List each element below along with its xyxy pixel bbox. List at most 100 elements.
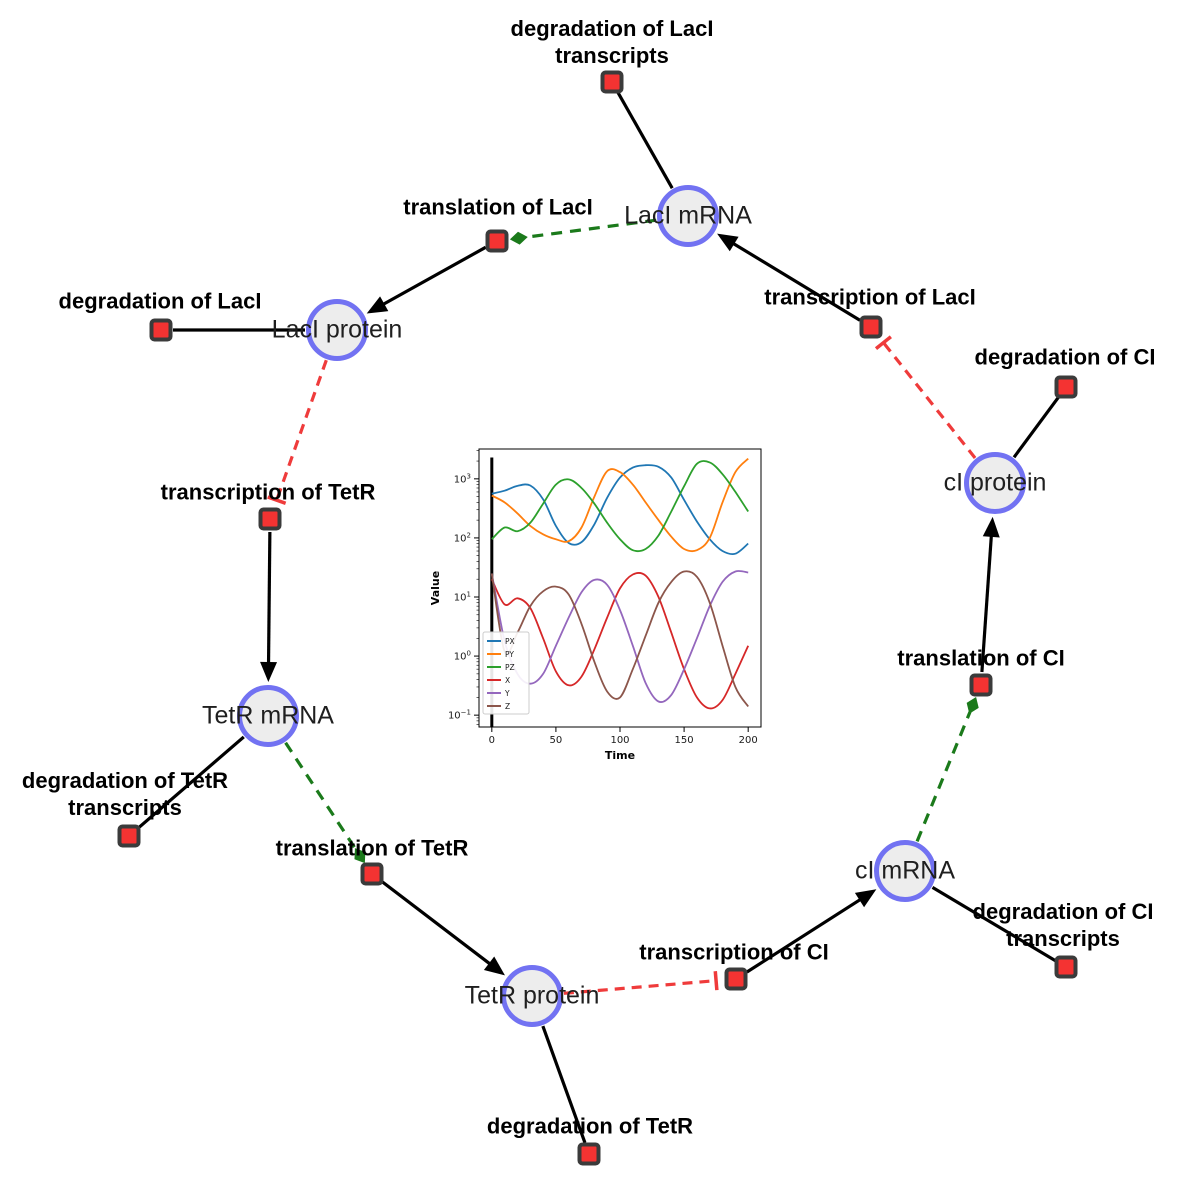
y-axis-tick-label: 10−1 xyxy=(448,709,471,722)
arrowhead-icon xyxy=(366,296,389,314)
reaction-node-trl_tetr[interactable] xyxy=(360,862,384,886)
reaction-label-trl_ci: translation of CI xyxy=(897,645,1064,672)
reaction-node-trl_ci[interactable] xyxy=(969,673,993,697)
reaction-label-deg_ci_tx: degradation of CI transcripts xyxy=(973,898,1154,952)
reaction-node-deg_laci[interactable] xyxy=(149,318,173,342)
reaction-label-deg_laci: degradation of LacI xyxy=(59,288,262,315)
series-line-PX xyxy=(491,464,749,556)
x-axis-tick-label: 100 xyxy=(610,735,629,746)
reaction-node-deg_laci_tx[interactable] xyxy=(600,70,624,94)
production-edge-line xyxy=(746,897,863,974)
species-node-laci_mrna[interactable] xyxy=(657,185,719,247)
reaction-label-line: transcripts xyxy=(1006,926,1120,951)
reaction-label-deg_ci: degradation of CI xyxy=(975,344,1156,371)
modifier-diamond-icon xyxy=(509,231,528,245)
reaction-label-line: degradation of CI xyxy=(972,899,1154,924)
edge-tetr_mrna-trl_tetr[interactable] xyxy=(284,741,366,864)
consumption-edge-line xyxy=(137,735,245,830)
inhibition-edge-line xyxy=(563,979,717,995)
reaction-label-line: degradation of LacI xyxy=(58,288,262,314)
species-node-tetr_protein[interactable] xyxy=(501,965,563,1027)
species-node-laci_protein[interactable] xyxy=(306,299,368,361)
y-axis-tick-label: 100 xyxy=(454,650,471,663)
production-edge-line xyxy=(381,880,493,967)
legend-entry-label: PZ xyxy=(505,663,515,672)
edge-laci_protein-txn_tetr[interactable] xyxy=(267,359,328,505)
x-axis-tick-label: 0 xyxy=(489,735,495,746)
inhibition-edge-line xyxy=(882,341,977,459)
reaction-node-txn_laci[interactable] xyxy=(859,315,883,339)
reaction-label-trl_tetr: translation of TetR xyxy=(276,835,469,862)
modifier-edge-line xyxy=(284,741,358,851)
reaction-label-deg_tetr: degradation of TetR xyxy=(487,1113,693,1140)
legend-entry-label: PY xyxy=(505,650,514,659)
reaction-node-deg_tetr_tx[interactable] xyxy=(117,824,141,848)
edge-tetr_protein-txn_ci[interactable] xyxy=(563,971,719,995)
reaction-label-deg_laci_tx: degradation of LacI transcripts xyxy=(511,15,714,69)
reaction-node-deg_tetr[interactable] xyxy=(577,1142,601,1166)
species-label-ci_mrna: cI mRNA xyxy=(855,856,955,885)
plot-border xyxy=(478,448,762,728)
species-label-tetr_mrna: TetR mRNA xyxy=(202,701,334,730)
arrowhead-icon xyxy=(854,889,877,908)
reaction-label-line: degradation of LacI xyxy=(510,16,714,41)
edge-trl_tetr-tetr_protein[interactable] xyxy=(381,880,505,976)
inhibition-tbar-icon xyxy=(874,335,892,350)
legend: PX PY PZ XYZ xyxy=(482,631,530,715)
reaction-label-line: transcription of LacI xyxy=(764,284,976,310)
inhibition-tbar-icon xyxy=(713,971,719,991)
series-line-PZ xyxy=(491,460,749,553)
reaction-label-line: degradation of TetR xyxy=(486,1113,694,1139)
consumption-edge-line xyxy=(541,1025,587,1144)
edge-trl_laci-laci_protein[interactable] xyxy=(366,245,487,314)
edge-ci_mrna-trl_ci[interactable] xyxy=(915,697,979,842)
edge-txn_tetr-tetr_mrna[interactable] xyxy=(260,531,278,683)
reaction-label-txn_ci: transcription of CI xyxy=(639,939,828,966)
reaction-node-txn_ci[interactable] xyxy=(724,967,748,991)
y-axis-title: Value xyxy=(429,571,442,605)
y-axis-tick-label: 103 xyxy=(454,472,471,485)
edge-laci_mrna-deg_laci_tx[interactable] xyxy=(616,91,674,189)
edge-tetr_protein-deg_tetr[interactable] xyxy=(541,1025,587,1144)
reaction-label-line: transcripts xyxy=(68,795,182,820)
reaction-label-deg_tetr_tx: degradation of TetR transcripts xyxy=(22,767,228,821)
production-edge-line xyxy=(730,241,861,322)
reaction-node-deg_ci_tx[interactable] xyxy=(1054,955,1078,979)
series-line-Z xyxy=(490,570,749,708)
y-axis-tick-label: 102 xyxy=(454,531,471,544)
production-edge-line xyxy=(266,531,272,666)
edge-ci_protein-deg_ci[interactable] xyxy=(1012,395,1061,459)
x-axis-title: Time xyxy=(605,749,635,762)
edge-txn_ci-ci_mrna[interactable] xyxy=(746,889,877,974)
edge-laci_mrna-trl_laci[interactable] xyxy=(509,218,657,245)
reaction-label-line: transcripts xyxy=(555,43,669,68)
species-node-ci_mrna[interactable] xyxy=(874,840,936,902)
reaction-label-line: translation of LacI xyxy=(403,194,593,220)
reaction-label-trl_laci: translation of LacI xyxy=(403,194,592,221)
reaction-node-txn_tetr[interactable] xyxy=(258,507,282,531)
series-line-PY xyxy=(491,457,749,553)
edge-txn_laci-laci_mrna[interactable] xyxy=(717,233,861,322)
consumption-edge-line xyxy=(931,886,1057,963)
legend-entry-label: X xyxy=(505,676,510,685)
reaction-node-trl_laci[interactable] xyxy=(485,229,509,253)
reaction-label-line: translation of CI xyxy=(897,645,1065,671)
series-line-X xyxy=(490,571,750,710)
species-node-ci_protein[interactable] xyxy=(964,452,1026,514)
arrowhead-icon xyxy=(982,516,1000,538)
x-axis-tick-label: 50 xyxy=(550,735,563,746)
x-axis-tick-label: 150 xyxy=(675,735,694,746)
edge-ci_mrna-deg_ci_tx[interactable] xyxy=(931,886,1057,963)
inhibition-edge-line xyxy=(275,359,328,501)
edge-tetr_mrna-deg_tetr_tx[interactable] xyxy=(137,735,245,830)
species-node-tetr_mrna[interactable] xyxy=(237,685,299,747)
reaction-node-deg_ci[interactable] xyxy=(1054,375,1078,399)
edge-ci_protein-txn_laci[interactable] xyxy=(874,335,977,459)
series-line-Y xyxy=(490,570,749,703)
edge-trl_ci-ci_protein[interactable] xyxy=(980,516,1000,673)
x-axis-tick-label: 200 xyxy=(739,735,758,746)
reaction-label-line: degradation of CI xyxy=(974,344,1156,370)
